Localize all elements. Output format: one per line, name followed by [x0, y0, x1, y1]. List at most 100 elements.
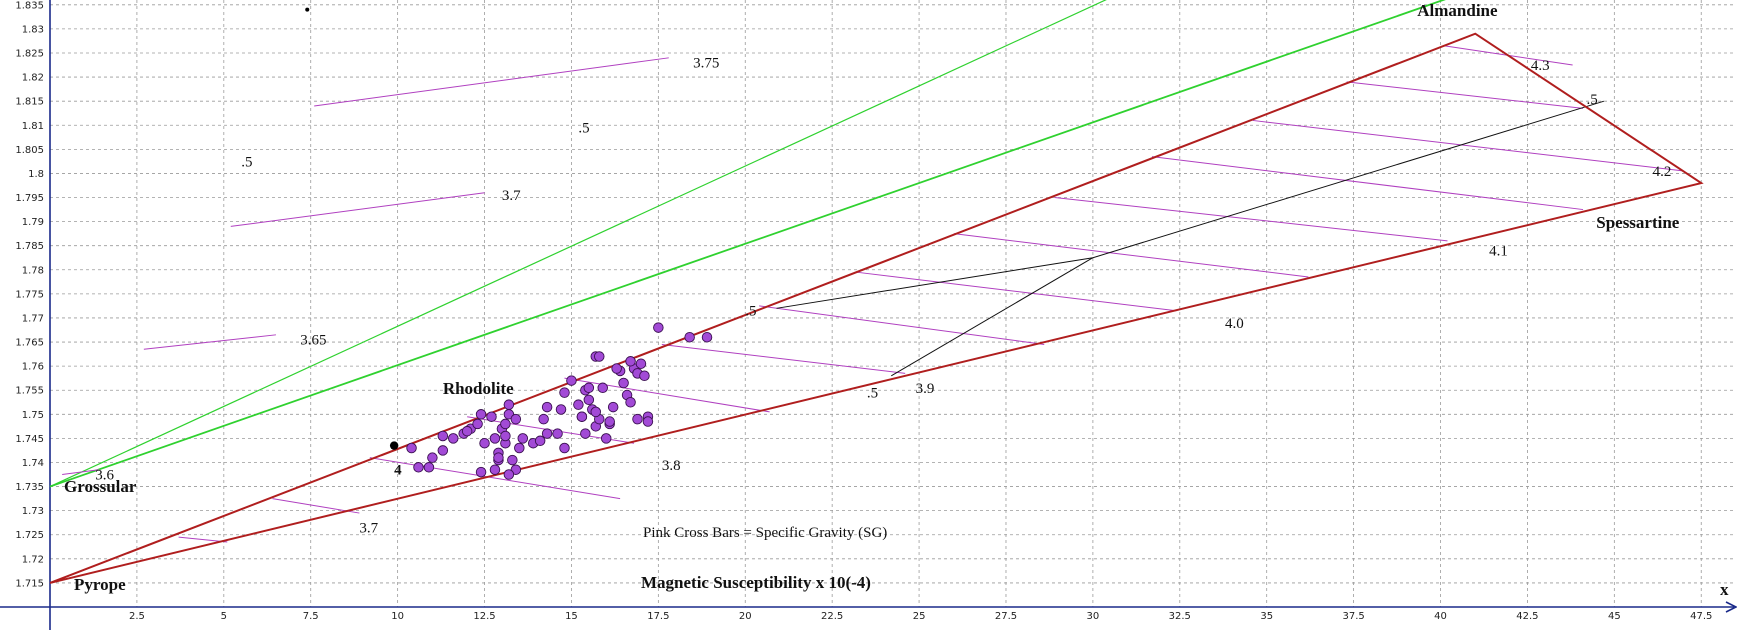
- sg-bar: [661, 343, 906, 374]
- sg-label: 4.3: [1531, 58, 1550, 74]
- rhodolite-point: [486, 411, 497, 422]
- rhodolite-point: [423, 462, 435, 473]
- rhodolite-point: [534, 435, 546, 447]
- x-tick-label: 12.5: [473, 611, 495, 622]
- x-tick-label: 20: [739, 611, 752, 622]
- rhodolite-point: [489, 433, 501, 444]
- rhodolite-point: [604, 416, 615, 427]
- x-tick-label: 35: [1260, 611, 1273, 622]
- sg-bar: [1151, 156, 1584, 211]
- y-tick-label: 1.79: [22, 217, 44, 228]
- y-tick-label: 1.775: [15, 289, 44, 300]
- sg-bar: [230, 192, 485, 227]
- rhodolite-point: [597, 382, 608, 394]
- sg-label: 3.6: [95, 468, 114, 484]
- sg-label: 3.75: [693, 56, 719, 72]
- rhodolite-point: [625, 397, 636, 408]
- rhodolite-point: [479, 437, 490, 449]
- rhodolite-point: [500, 418, 511, 430]
- green-line: [49, 0, 1446, 488]
- x-tick-label: 22.5: [821, 611, 843, 622]
- sg-bar: [564, 377, 770, 413]
- rhodolite-point: [475, 409, 487, 420]
- rhodolite-point: [447, 433, 459, 444]
- note-label: Pink Cross Bars = Specific Gravity (SG): [643, 525, 887, 541]
- rhodolite-point: [413, 462, 424, 473]
- y-tick-label: 1.8: [28, 169, 44, 180]
- x-tick-label: 15: [565, 611, 578, 622]
- y-tick-label: 1.835: [15, 0, 44, 11]
- rhodolite-point: [701, 331, 713, 343]
- endmember-label-almandine: Almandine: [1417, 1, 1498, 20]
- rhodolite-point: [514, 442, 525, 454]
- sg-label: 4: [394, 463, 402, 479]
- y-tick-label: 1.745: [15, 434, 44, 445]
- y-tick-label: 1.735: [15, 482, 44, 493]
- rhodolite-point: [552, 428, 563, 439]
- endmember-label-spessartine: Spessartine: [1596, 213, 1680, 232]
- rhodolite-point: [559, 442, 570, 454]
- grid: [50, 0, 1736, 607]
- y-tick-label: 1.75: [22, 410, 44, 421]
- rhodolite-point: [590, 406, 602, 418]
- rhodolite-point: [475, 466, 487, 478]
- x-axis-label: x: [1720, 580, 1729, 599]
- sg-bar: [369, 457, 621, 500]
- y-tick-label: 1.755: [15, 386, 44, 397]
- sg-label: 3.7: [359, 521, 378, 537]
- y-tick-label: 1.805: [15, 145, 44, 156]
- green-line: [49, 0, 1107, 488]
- rhodolite-point: [618, 377, 629, 389]
- rhodolite-point: [427, 452, 438, 463]
- sg-bar: [953, 233, 1309, 278]
- rhodolite-point: [500, 430, 511, 442]
- rhodolite-point: [489, 464, 501, 475]
- rhodolite-point: [472, 418, 483, 430]
- y-tick-label: 1.72: [22, 554, 44, 565]
- x-tick-label: 2.5: [129, 611, 145, 622]
- x-tick-label: 47.5: [1690, 611, 1712, 622]
- y-tick-label: 1.73: [22, 506, 44, 517]
- rhodolite-point: [583, 394, 595, 406]
- rhodolite-point: [541, 401, 553, 413]
- black-point: [305, 7, 310, 12]
- black-point: [389, 441, 399, 450]
- rhodolite-point: [573, 399, 584, 410]
- rhodolite-point: [653, 322, 664, 333]
- y-tick-label: 1.765: [15, 338, 44, 349]
- composition-triangle: [49, 32, 1704, 584]
- sg-label: 4.1: [1489, 244, 1508, 260]
- sg-bar: [62, 469, 99, 476]
- sg-bar: [856, 271, 1177, 312]
- x-tick-label: 45: [1608, 611, 1621, 622]
- sg-label: 3.9: [916, 381, 935, 397]
- rhodolite-label: Rhodolite: [443, 379, 514, 398]
- y-tick-label: 1.715: [15, 578, 44, 589]
- rhodolite-point: [576, 411, 588, 422]
- rhodolite-point: [625, 356, 636, 367]
- sg-label: 4.2: [1653, 164, 1672, 180]
- rhodolite-point: [437, 430, 449, 442]
- rhodolite-point: [580, 428, 591, 439]
- green-lines: [49, 0, 1446, 488]
- x-tick-label: 17.5: [647, 611, 669, 622]
- sg-label: 4.0: [1225, 316, 1244, 332]
- rhodolite-point: [559, 387, 570, 398]
- rhodolite-point: [566, 375, 577, 386]
- rhodolite-point: [538, 413, 549, 425]
- rhodolite-point: [611, 363, 622, 374]
- rhodolite-point: [607, 401, 619, 413]
- rhodolite-point: [635, 358, 647, 369]
- triangle: [49, 32, 1704, 584]
- x-axis-arrow: [1725, 601, 1737, 613]
- x-tick-label: 25: [913, 611, 926, 622]
- rhodolite-point: [503, 469, 515, 480]
- rhodolite-point: [642, 416, 654, 427]
- y-tick-label: 1.77: [22, 313, 44, 324]
- y-tick-label: 1.785: [15, 241, 44, 252]
- y-tick-label: 1.78: [22, 265, 44, 276]
- rhodolite-point: [510, 413, 522, 425]
- rhodolite-point: [639, 370, 650, 382]
- x-tick-label: 10: [391, 611, 404, 622]
